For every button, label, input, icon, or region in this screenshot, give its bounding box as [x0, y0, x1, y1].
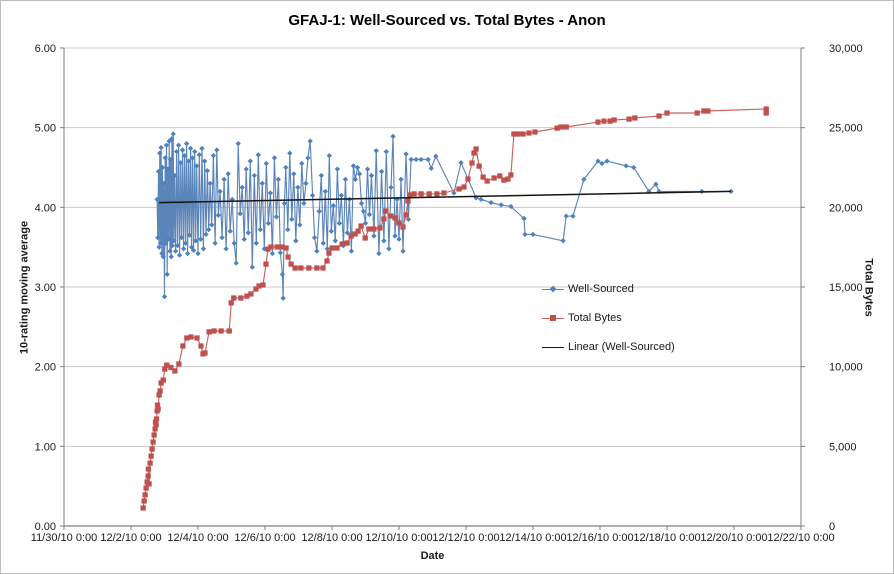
svg-text:12/20/10 0:00: 12/20/10 0:00: [700, 532, 767, 544]
svg-text:12/8/10 0:00: 12/8/10 0:00: [301, 532, 362, 544]
legend-item-total-bytes: Total Bytes: [542, 310, 675, 326]
svg-text:12/18/10 0:00: 12/18/10 0:00: [633, 532, 700, 544]
legend-item-well-sourced: Well-Sourced: [542, 281, 675, 297]
svg-text:12/4/10 0:00: 12/4/10 0:00: [167, 532, 228, 544]
y-axis-title-right: Total Bytes: [862, 258, 875, 317]
svg-text:12/16/10 0:00: 12/16/10 0:00: [566, 532, 633, 544]
well-sourced-series-swatch-icon: [542, 284, 564, 294]
total-bytes-series-swatch-icon: [542, 313, 564, 323]
svg-text:25,000: 25,000: [829, 123, 863, 135]
svg-text:5.00: 5.00: [35, 123, 56, 135]
chart-title: GFAJ-1: Well-Sourced vs. Total Bytes - A…: [288, 12, 606, 29]
svg-text:2.00: 2.00: [35, 362, 56, 374]
svg-text:3.00: 3.00: [35, 282, 56, 294]
svg-text:12/6/10 0:00: 12/6/10 0:00: [234, 532, 295, 544]
svg-text:20,000: 20,000: [829, 202, 863, 214]
legend: Well-Sourced Total Bytes Linear (Well-So…: [542, 281, 675, 355]
legend-label: Well-Sourced: [568, 283, 634, 295]
svg-text:11/30/10 0:00: 11/30/10 0:00: [31, 532, 97, 544]
svg-text:0.00: 0.00: [35, 521, 56, 533]
svg-text:1.00: 1.00: [35, 441, 56, 453]
y-axis-title-left: 10-rating moving average: [18, 220, 31, 355]
legend-label: Total Bytes: [568, 312, 622, 324]
svg-text:4.00: 4.00: [35, 202, 56, 214]
svg-text:6.00: 6.00: [35, 43, 56, 55]
svg-text:15,000: 15,000: [829, 282, 863, 294]
svg-text:10,000: 10,000: [829, 362, 863, 374]
legend-label: Linear (Well-Sourced): [568, 341, 675, 353]
svg-text:30,000: 30,000: [829, 43, 863, 55]
svg-text:12/14/10 0:00: 12/14/10 0:00: [499, 532, 566, 544]
svg-text:12/12/10 0:00: 12/12/10 0:00: [432, 532, 499, 544]
svg-text:12/2/10 0:00: 12/2/10 0:00: [100, 532, 161, 544]
svg-text:0: 0: [829, 521, 835, 533]
svg-text:5,000: 5,000: [829, 441, 857, 453]
x-axis-title: Date: [420, 550, 445, 562]
linear-trendline-swatch-icon: [542, 342, 564, 352]
legend-item-linear-trendline: Linear (Well-Sourced): [542, 339, 675, 355]
svg-text:12/22/10 0:00: 12/22/10 0:00: [767, 532, 834, 544]
svg-text:12/10/10 0:00: 12/10/10 0:00: [365, 532, 432, 544]
